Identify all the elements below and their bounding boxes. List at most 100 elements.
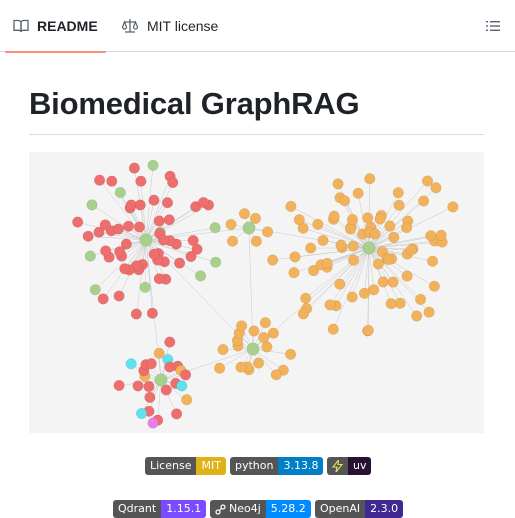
graph-node xyxy=(98,294,109,305)
badge-label-text: python xyxy=(235,457,273,475)
graph-node xyxy=(83,231,94,242)
graph-node xyxy=(375,214,386,225)
graph-node xyxy=(328,324,339,335)
badge-value: 2.3.0 xyxy=(365,500,403,518)
graph-node xyxy=(347,292,358,303)
graph-node xyxy=(285,349,296,360)
graph-node xyxy=(236,321,247,332)
graph-node xyxy=(348,241,359,252)
outline-list-icon[interactable] xyxy=(485,18,501,34)
graph-node xyxy=(427,256,438,267)
graph-node xyxy=(411,311,422,322)
badge-python[interactable]: python 3.13.8 xyxy=(230,457,323,475)
graph-node xyxy=(325,300,336,311)
badge-label: License xyxy=(145,457,196,475)
graph-node xyxy=(226,219,237,230)
graph-node xyxy=(348,255,359,266)
graph-node xyxy=(120,264,131,275)
graph-hub-node xyxy=(155,374,167,386)
graph-node xyxy=(426,231,437,242)
badge-value: 3.13.8 xyxy=(278,457,323,475)
graph-node xyxy=(286,201,297,212)
graph-node xyxy=(168,177,179,188)
graph-node xyxy=(329,211,340,222)
graph-node xyxy=(239,208,250,219)
graph-node xyxy=(136,176,147,187)
graph-node xyxy=(72,217,83,228)
graph-edge xyxy=(99,232,146,240)
graph-node xyxy=(198,197,209,208)
graph-node xyxy=(369,285,380,296)
book-icon xyxy=(13,18,29,34)
graph-node xyxy=(394,200,405,211)
graph-node xyxy=(318,235,329,246)
graph-node xyxy=(388,277,399,288)
graph-node xyxy=(165,337,176,348)
graph-node xyxy=(290,252,301,263)
graph-node xyxy=(154,216,165,227)
graph-node xyxy=(161,385,172,396)
graph-node xyxy=(385,221,396,232)
graph-node xyxy=(186,251,197,262)
graph-node xyxy=(429,281,440,292)
graph-node xyxy=(85,251,96,262)
graph-node xyxy=(260,317,271,328)
graph-node xyxy=(87,200,98,211)
badge-value: 1.15.1 xyxy=(161,500,206,518)
graph-node xyxy=(140,282,151,293)
graph-node xyxy=(313,219,324,230)
graph-node xyxy=(129,163,140,174)
graph-node xyxy=(336,240,347,251)
graph-node xyxy=(353,188,364,199)
graph-node xyxy=(145,392,156,403)
tab-readme[interactable]: README xyxy=(13,0,98,52)
graph-node xyxy=(339,196,350,207)
graph-node xyxy=(180,370,191,381)
badge-label: Qdrant xyxy=(113,500,161,518)
tab-readme-label: README xyxy=(37,18,98,34)
tab-license[interactable]: MIT license xyxy=(121,0,218,52)
graph-visualization-image xyxy=(29,152,484,433)
graph-node xyxy=(115,187,126,198)
graph-node xyxy=(402,271,413,282)
graph-node xyxy=(133,381,144,392)
graph-node xyxy=(134,222,145,233)
graph-node xyxy=(114,291,125,302)
graph-node xyxy=(177,381,188,392)
graph-node xyxy=(148,160,159,171)
graph-node xyxy=(401,222,412,233)
badge-value: MIT xyxy=(196,457,225,475)
graph-hub-node xyxy=(243,222,255,234)
badge-uv[interactable]: uv xyxy=(327,457,371,475)
graph-node xyxy=(148,418,159,429)
graph-node xyxy=(424,307,435,318)
graph-node xyxy=(94,175,105,186)
graph-node xyxy=(123,221,134,232)
graph-hub-node xyxy=(363,242,375,254)
badge-label-text: Neo4j xyxy=(229,500,261,518)
graph-node xyxy=(250,213,261,224)
graph-node xyxy=(164,215,175,226)
graph-node xyxy=(126,359,137,370)
graph-node xyxy=(253,358,264,369)
graph-node xyxy=(114,380,125,391)
graph-node xyxy=(373,259,384,270)
graph-node xyxy=(188,235,199,246)
graph-node xyxy=(271,370,282,381)
graph-node xyxy=(158,235,169,246)
graph-node xyxy=(393,188,404,199)
graph-node xyxy=(147,308,158,319)
graph-node xyxy=(268,328,279,339)
graph-node xyxy=(389,232,400,243)
graph-node xyxy=(121,239,132,250)
graph-node xyxy=(289,267,300,278)
graph-node xyxy=(218,344,229,355)
graph-node xyxy=(415,294,426,305)
graph-node xyxy=(100,246,111,257)
graph-node xyxy=(195,271,206,282)
graph-node xyxy=(448,202,459,213)
